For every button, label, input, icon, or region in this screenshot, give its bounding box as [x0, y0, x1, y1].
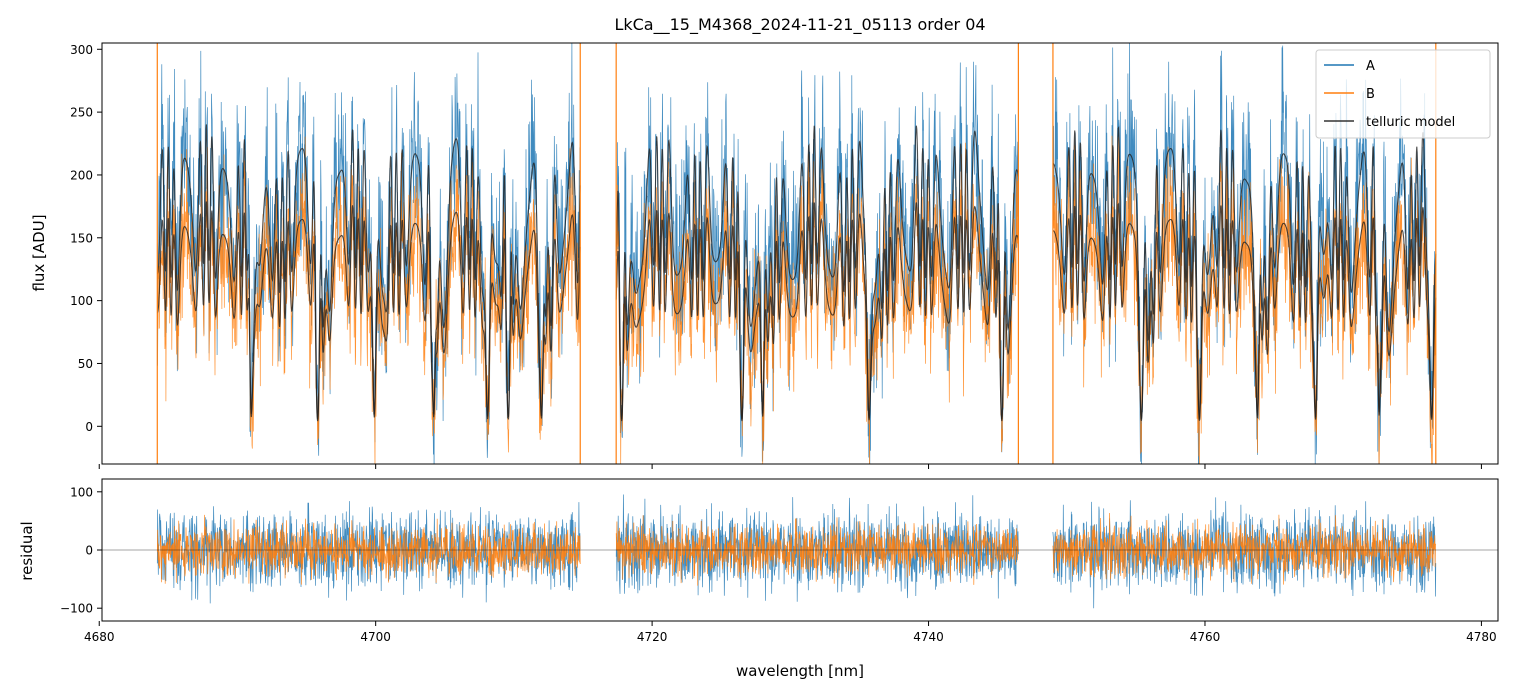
telluric-model-line-a [1052, 125, 1437, 420]
residual-y-tick-label: 0 [85, 544, 93, 558]
residual-a-line [615, 494, 1019, 602]
telluric-model-line-b [615, 202, 1019, 422]
residual-data-layer [102, 494, 1498, 609]
flux-y-tick-label: 200 [70, 168, 93, 182]
x-axis-label: wavelength [nm] [736, 662, 864, 680]
residual-x-ticks: 4680 4700 4720 4740 4760 4780 [84, 621, 1497, 644]
legend-label-b: B [1366, 87, 1375, 102]
flux-y-ticks: 0 50 100 150 200 250 300 [70, 43, 102, 434]
flux-x-ticks [98, 464, 1482, 469]
flux-y-tick-label: 0 [85, 420, 93, 434]
flux-y-tick-label: 300 [70, 43, 93, 57]
residual-b-line [156, 514, 581, 585]
residual-a-line [1052, 497, 1437, 609]
x-tick-label: 4680 [84, 630, 115, 644]
residual-b-line [1052, 512, 1437, 585]
residual-y-tick-label: −100 [60, 602, 93, 616]
x-tick-label: 4720 [637, 630, 668, 644]
flux-y-tick-label: 100 [70, 294, 93, 308]
legend-label-a: A [1366, 59, 1375, 74]
flux-y-axis-label: flux [ADU] [30, 214, 48, 291]
flux-y-tick-label: 50 [78, 357, 93, 371]
residual-y-ticks: −100 0 100 [60, 485, 102, 616]
x-tick-label: 4740 [913, 630, 944, 644]
legend: A B telluric model [1315, 49, 1491, 139]
telluric-model-line-b [1052, 202, 1437, 421]
flux-y-tick-label: 250 [70, 106, 93, 120]
series-b-line [615, 142, 1019, 464]
flux-data-layer [156, 43, 1437, 464]
x-tick-label: 4700 [360, 630, 391, 644]
residual-b-line [615, 515, 1019, 586]
telluric-model-line-a [615, 125, 1019, 420]
telluric-model-line-b [156, 201, 581, 422]
x-tick-label: 4760 [1190, 630, 1221, 644]
flux-y-tick-label: 150 [70, 231, 93, 245]
residual-y-tick-label: 100 [70, 485, 93, 499]
chart-title: LkCa__15_M4368_2024-11-21_05113 order 04 [614, 15, 985, 35]
legend-box [1315, 49, 1491, 139]
legend-label-telluric: telluric model [1366, 115, 1455, 130]
flux-panel-frame [101, 42, 1499, 465]
residual-y-axis-label: residual [18, 521, 36, 580]
flux-panel: 0 50 100 150 200 250 300 flux [ADU] A B tellur… [30, 42, 1499, 469]
x-tick-label: 4780 [1466, 630, 1497, 644]
residual-panel: −100 0 100 4680 4700 4720 4740 4760 4780 residu… [18, 478, 1499, 680]
